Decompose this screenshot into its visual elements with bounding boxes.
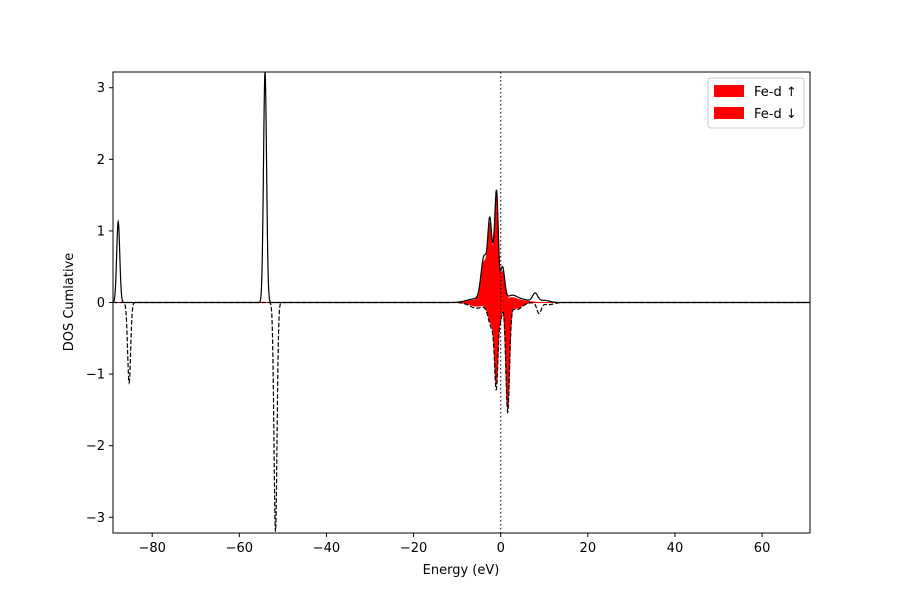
x-tick-label: 40 [667,541,684,556]
series-line-total-down [113,301,810,532]
x-tick-label: −80 [138,541,165,556]
legend-label-fe-d-down: Fe-d ↓ [754,107,797,122]
x-tick-label: −40 [313,541,340,556]
legend-swatch-fe-d-down [714,107,744,119]
x-tick-label: −60 [226,541,253,556]
y-tick-label: 3 [97,81,105,96]
x-axis-label: Energy (eV) [423,563,500,578]
legend-label-fe-d-up: Fe-d ↑ [754,85,797,100]
x-tick-label: 60 [754,541,771,556]
y-tick-label: 2 [97,153,105,168]
legend-swatch-fe-d-up [714,85,744,97]
y-tick-label: −1 [86,368,105,383]
legend: Fe-d ↑ Fe-d ↓ [707,77,805,129]
x-tick-label: −20 [400,541,427,556]
y-axis-ticks: −3 −2 −1 0 1 2 3 [86,81,113,526]
x-axis-ticks: −80 −60 −40 −20 0 20 40 60 [138,533,770,556]
y-axis-label: DOS Cumlative [62,253,77,352]
y-tick-label: 0 [97,296,105,311]
y-tick-label: −2 [86,439,105,454]
x-tick-label: 0 [497,541,505,556]
plot-area [113,72,810,533]
x-tick-label: 20 [580,541,597,556]
y-tick-label: −3 [86,511,105,526]
y-tick-label: 1 [97,224,105,239]
